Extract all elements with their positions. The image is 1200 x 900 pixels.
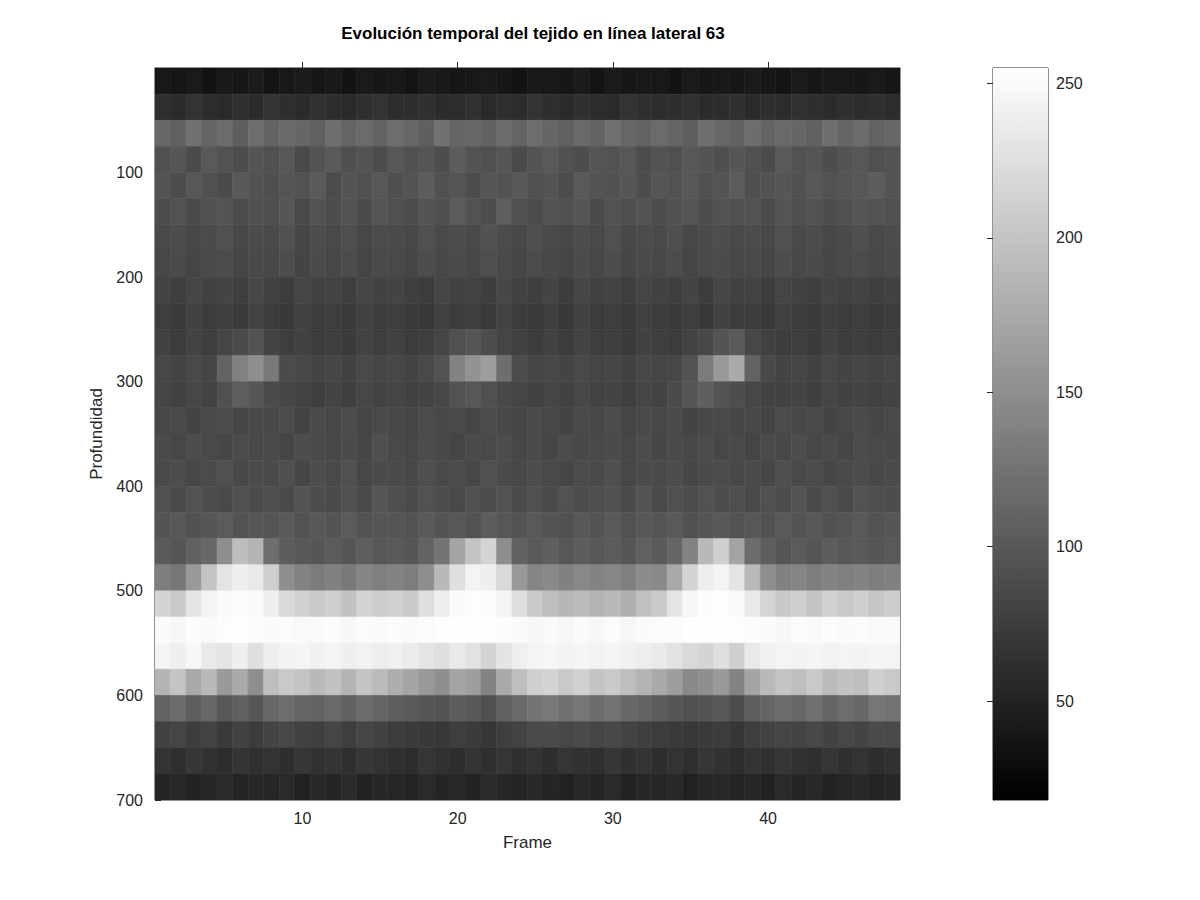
svg-text:250: 250	[1056, 75, 1083, 92]
svg-text:20: 20	[449, 810, 467, 827]
svg-text:Frame: Frame	[503, 833, 552, 852]
svg-text:150: 150	[1056, 384, 1083, 401]
svg-text:200: 200	[1056, 229, 1083, 246]
svg-text:100: 100	[116, 164, 143, 181]
svg-text:600: 600	[116, 687, 143, 704]
svg-text:30: 30	[604, 810, 622, 827]
svg-text:Evolución temporal del tejido: Evolución temporal del tejido en línea l…	[341, 24, 725, 43]
svg-text:Profundidad: Profundidad	[87, 388, 106, 480]
svg-text:200: 200	[116, 269, 143, 286]
svg-text:100: 100	[1056, 538, 1083, 555]
svg-text:500: 500	[116, 582, 143, 599]
svg-text:10: 10	[294, 810, 312, 827]
svg-text:50: 50	[1056, 693, 1074, 710]
svg-text:300: 300	[116, 373, 143, 390]
svg-text:700: 700	[116, 792, 143, 809]
svg-text:400: 400	[116, 478, 143, 495]
svg-text:40: 40	[759, 810, 777, 827]
